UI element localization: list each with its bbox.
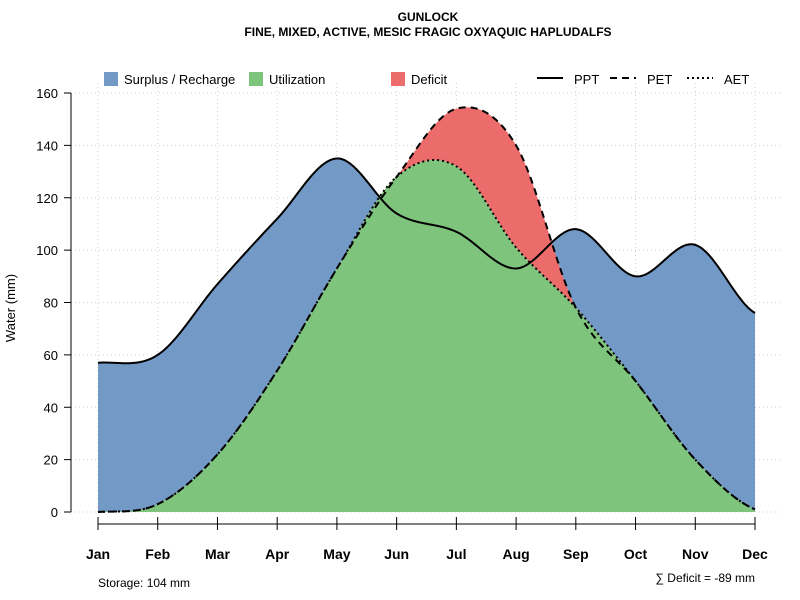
x-axis: Jan Feb Mar Apr May Jun Jul Aug Sep Oct Nov Dec <box>86 517 768 562</box>
y-axis-label: Water (mm) <box>3 274 18 342</box>
y-tick-label: 100 <box>36 243 58 258</box>
y-tick-label: 0 <box>51 505 58 520</box>
legend-label: Utilization <box>269 72 325 87</box>
chart-title: GUNLOCK <box>398 10 459 24</box>
x-tick-label: May <box>323 546 350 562</box>
legend-swatch-0 <box>104 72 118 86</box>
legend-swatch-1 <box>249 72 263 86</box>
x-tick-label: Jun <box>384 546 409 562</box>
legend-label: Surplus / Recharge <box>124 72 235 87</box>
legend-label: PET <box>647 72 672 87</box>
x-tick-label: Apr <box>265 546 290 562</box>
legend-swatch-2 <box>391 72 405 86</box>
y-tick-label: 160 <box>36 86 58 101</box>
legend-label: Deficit <box>411 72 448 87</box>
x-tick-label: Feb <box>145 546 170 562</box>
series-line-pet <box>97 106 756 513</box>
y-tick-label: 120 <box>36 191 58 206</box>
y-tick-label: 80 <box>44 296 58 311</box>
utilization-area <box>98 159 755 512</box>
x-tick-label: Dec <box>742 546 768 562</box>
x-tick-label: Jul <box>446 546 466 562</box>
legend: Surplus / Recharge Utilization Deficit PPT P… <box>104 72 749 87</box>
x-tick-label: Jan <box>86 546 110 562</box>
x-tick-label: Sep <box>563 546 589 562</box>
chart-subtitle: FINE, MIXED, ACTIVE, MESIC FRAGIC OXYAQU… <box>244 25 611 39</box>
storage-note: Storage: 104 mm <box>98 576 190 590</box>
y-axis: 0 20 40 60 80 100 120 140 160 <box>36 86 72 520</box>
y-tick-label: 140 <box>36 138 58 153</box>
x-tick-label: Aug <box>502 546 529 562</box>
y-tick-label: 20 <box>44 453 58 468</box>
legend-label: AET <box>724 72 749 87</box>
x-tick-label: Mar <box>205 546 230 562</box>
y-tick-label: 40 <box>44 400 58 415</box>
x-tick-label: Nov <box>682 546 709 562</box>
deficit-note: ∑ Deficit = -89 mm <box>655 571 755 585</box>
x-tick-label: Oct <box>624 546 648 562</box>
y-tick-label: 60 <box>44 348 58 363</box>
legend-label: PPT <box>574 72 599 87</box>
series-line-ppt <box>97 157 756 365</box>
